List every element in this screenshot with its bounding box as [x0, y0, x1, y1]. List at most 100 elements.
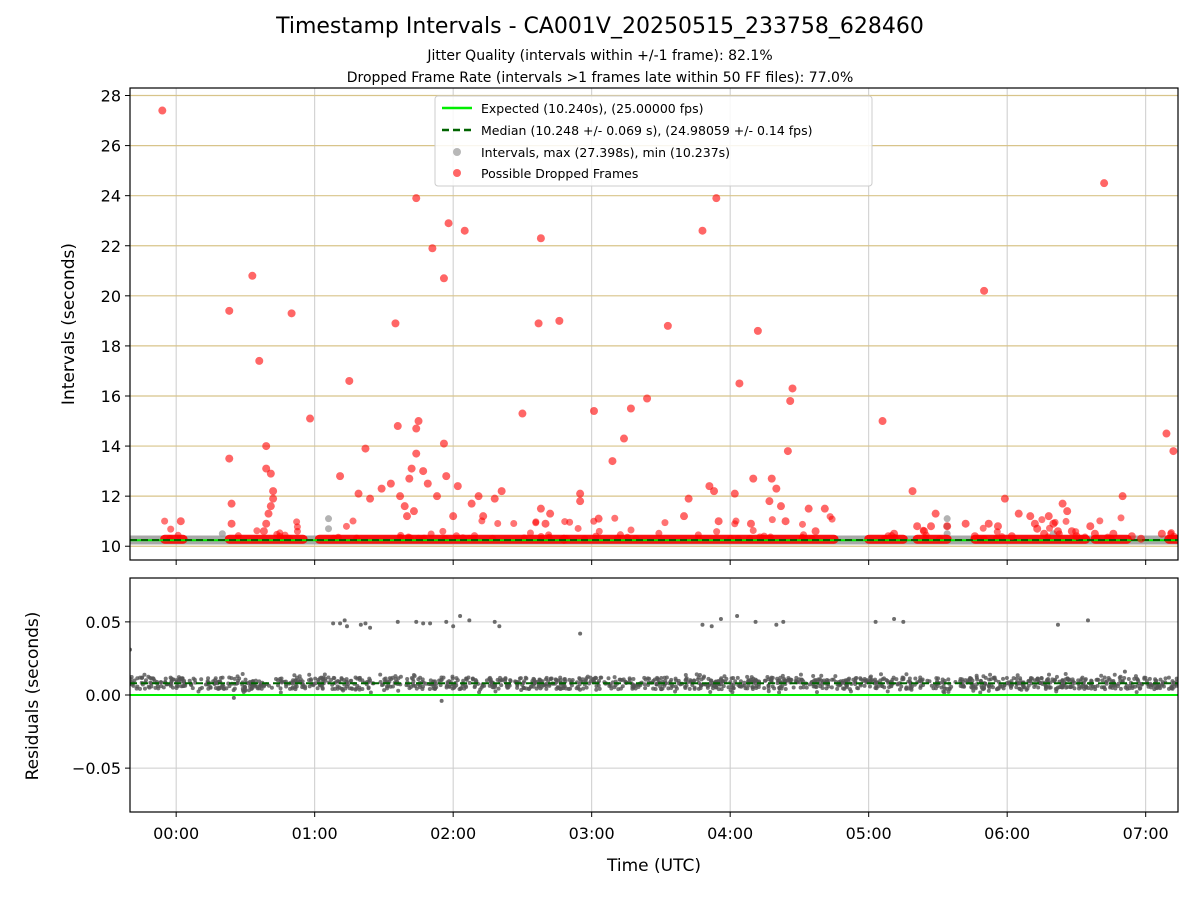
residual-point	[995, 686, 1000, 691]
residual-point	[1055, 622, 1060, 627]
residual-point	[907, 676, 912, 681]
residual-point	[292, 673, 297, 678]
dropped-frame-point	[713, 528, 721, 536]
residual-point	[754, 684, 759, 689]
dropped-frame-point	[537, 533, 545, 541]
residual-point	[946, 689, 951, 694]
residual-point	[536, 684, 541, 689]
residual-point	[368, 625, 373, 630]
residual-point	[1126, 677, 1131, 682]
residual-point	[692, 686, 697, 691]
residual-point	[357, 675, 362, 680]
residual-point	[473, 684, 478, 689]
residual-point	[1015, 673, 1020, 678]
dropped-frame-point	[253, 527, 261, 535]
residual-point	[961, 684, 966, 689]
residual-point	[498, 675, 503, 680]
residual-point	[1104, 679, 1109, 684]
interval-point	[943, 515, 951, 523]
dropped-frame-point	[627, 526, 635, 534]
residual-point	[946, 677, 951, 682]
dropped-frame-point	[467, 499, 476, 508]
residual-point	[396, 688, 401, 693]
residual-point	[700, 622, 705, 627]
legend-dropped-swatch	[453, 169, 461, 177]
dropped-frame-point	[1170, 532, 1178, 540]
residual-point	[683, 673, 688, 678]
dropped-frame-point	[269, 487, 278, 496]
dropped-frame-point	[479, 512, 488, 521]
residual-point	[1006, 680, 1011, 685]
residual-point	[130, 677, 133, 682]
residual-point	[868, 679, 873, 684]
residual-point	[137, 686, 142, 691]
residual-point	[497, 624, 502, 629]
residual-point	[544, 686, 549, 691]
residual-point	[458, 686, 463, 691]
residual-point	[340, 687, 345, 692]
dropped-frame-point	[1157, 529, 1166, 538]
dropped-frame-point	[1117, 514, 1125, 522]
residual-point	[470, 676, 475, 681]
residual-point	[1063, 672, 1068, 677]
dropped-frame-point	[1169, 447, 1178, 456]
residual-point	[492, 684, 497, 689]
dropped-frame-point	[984, 519, 993, 528]
residual-point	[726, 685, 731, 690]
residual-point	[163, 676, 168, 681]
residual-point	[1106, 675, 1111, 680]
interval-point	[218, 530, 226, 538]
dropped-frame-point	[494, 519, 502, 527]
residual-point	[444, 685, 449, 690]
dropped-frame-point	[442, 472, 451, 481]
residual-point	[366, 686, 371, 691]
residual-point	[220, 675, 225, 680]
residual-point	[1011, 676, 1016, 681]
residual-point	[347, 686, 352, 691]
residual-point	[1054, 689, 1059, 694]
interval-point	[325, 525, 333, 533]
residual-point	[1118, 686, 1123, 691]
dropped-frame-point	[1127, 532, 1136, 541]
dropped-frame-point	[1049, 519, 1058, 528]
residual-point	[250, 679, 255, 684]
residual-point	[812, 678, 817, 683]
residual-point	[673, 689, 678, 694]
residual-point	[1039, 676, 1044, 681]
residual-point	[594, 684, 599, 689]
residual-point	[1083, 684, 1088, 689]
residual-point	[892, 616, 897, 621]
residual-point	[719, 687, 724, 692]
residual-point	[554, 686, 559, 691]
residual-point	[664, 675, 669, 680]
residual-point	[887, 685, 892, 690]
dropped-frame-point	[433, 492, 442, 501]
residual-point	[968, 676, 973, 681]
dropped-frame-point	[536, 234, 545, 243]
residual-point	[417, 685, 422, 690]
x-axis-label: Time (UTC)	[606, 856, 701, 876]
dropped-frame-point	[361, 444, 370, 453]
residual-point	[777, 690, 782, 695]
residual-point	[291, 678, 296, 683]
dropped-frame-point	[998, 533, 1006, 541]
residual-point	[447, 684, 452, 689]
residual-point	[940, 677, 945, 682]
dropped-frame-point	[772, 484, 781, 493]
residual-point	[331, 621, 336, 626]
residual-point	[1014, 685, 1019, 690]
residual-point	[278, 686, 283, 691]
residual-point	[1134, 690, 1139, 695]
residual-point	[1137, 681, 1142, 686]
residual-point	[750, 685, 755, 690]
residual-point	[904, 686, 909, 691]
legend-dropped-label: Possible Dropped Frames	[481, 166, 638, 181]
intervals-y-tick-label: 14	[101, 437, 121, 456]
dropped-frame-point	[400, 502, 409, 511]
dropped-frame-point	[776, 502, 785, 511]
residual-point	[499, 683, 504, 688]
residual-point	[437, 678, 442, 683]
residual-point	[1083, 678, 1088, 683]
residual-point	[684, 677, 689, 682]
